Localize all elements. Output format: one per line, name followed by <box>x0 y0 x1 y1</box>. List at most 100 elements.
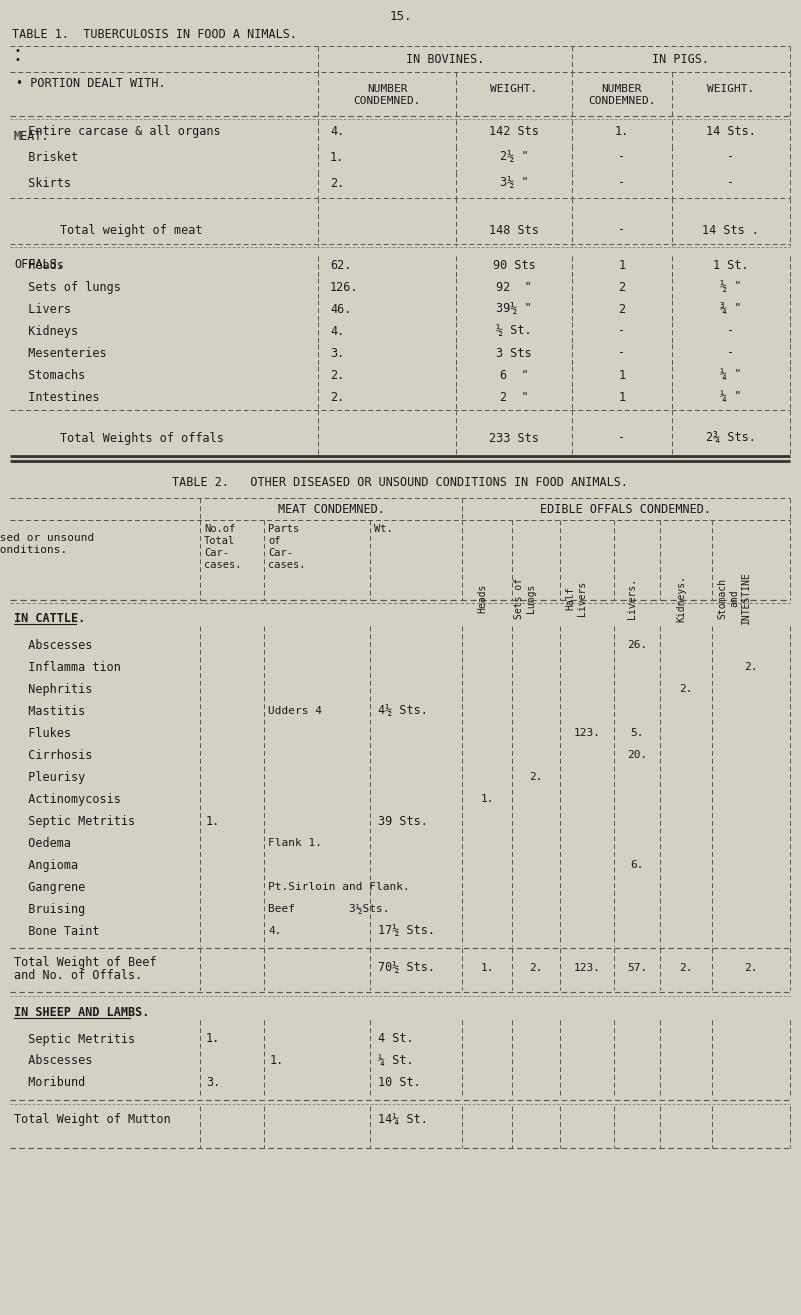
Text: 148 Sts: 148 Sts <box>489 224 539 237</box>
Text: 2.: 2. <box>330 391 344 404</box>
Text: Diseased or unsound: Diseased or unsound <box>0 533 95 543</box>
Text: Oedema: Oedema <box>14 836 71 849</box>
Text: Heads: Heads <box>477 584 487 613</box>
Text: 4 St.: 4 St. <box>378 1032 413 1045</box>
Text: 1: 1 <box>618 391 626 404</box>
Text: CONDEMNED.: CONDEMNED. <box>353 96 421 107</box>
Text: 4.: 4. <box>268 926 281 936</box>
Text: Actinomycosis: Actinomycosis <box>14 793 121 806</box>
Text: Livers: Livers <box>14 302 71 316</box>
Text: 20.: 20. <box>627 750 647 760</box>
Text: CONDEMNED.: CONDEMNED. <box>588 96 656 107</box>
Text: 26.: 26. <box>627 640 647 650</box>
Text: -: - <box>618 431 626 444</box>
Text: -: - <box>727 325 735 338</box>
Text: 2.: 2. <box>744 661 758 672</box>
Text: 2.: 2. <box>529 772 543 782</box>
Text: 2.: 2. <box>679 963 693 973</box>
Text: 1 St.: 1 St. <box>713 259 749 271</box>
Text: •: • <box>14 46 20 57</box>
Text: 123.: 123. <box>574 963 601 973</box>
Text: Abscesses: Abscesses <box>14 639 92 651</box>
Text: TABLE 1.  TUBERCULOSIS IN FOOD A NIMALS.: TABLE 1. TUBERCULOSIS IN FOOD A NIMALS. <box>12 28 297 41</box>
Text: cases.: cases. <box>268 560 305 569</box>
Text: Bone Taint: Bone Taint <box>14 924 99 938</box>
Text: Stomach
and
INTESTINE: Stomach and INTESTINE <box>718 572 751 625</box>
Text: Pleurisy: Pleurisy <box>14 771 85 784</box>
Text: 2¾ Sts.: 2¾ Sts. <box>706 431 756 444</box>
Text: MEAT CONDEMNED.: MEAT CONDEMNED. <box>278 502 384 515</box>
Text: IN PIGS.: IN PIGS. <box>653 53 710 66</box>
Text: 123.: 123. <box>574 729 601 738</box>
Text: 57.: 57. <box>627 963 647 973</box>
Text: Angioma: Angioma <box>14 859 78 872</box>
Text: Sets of
Lungs: Sets of Lungs <box>514 577 536 618</box>
Text: ¼ ": ¼ " <box>720 368 742 381</box>
Text: 2.: 2. <box>679 684 693 694</box>
Text: ½ ": ½ " <box>720 280 742 293</box>
Text: 2.: 2. <box>330 176 344 189</box>
Text: 10 St.: 10 St. <box>378 1077 421 1090</box>
Text: 2: 2 <box>618 302 626 316</box>
Text: TABLE 2.   OTHER DISEASED OR UNSOUND CONDITIONS IN FOOD ANIMALS.: TABLE 2. OTHER DISEASED OR UNSOUND CONDI… <box>172 476 629 489</box>
Text: Wt.: Wt. <box>374 523 392 534</box>
Text: ¾ ": ¾ " <box>720 302 742 316</box>
Text: 1.: 1. <box>206 1032 220 1045</box>
Text: 14¼ St.: 14¼ St. <box>378 1114 428 1127</box>
Text: 4½ Sts.: 4½ Sts. <box>378 705 428 718</box>
Text: 1.: 1. <box>270 1055 284 1068</box>
Text: -: - <box>618 346 626 359</box>
Text: 2½ ": 2½ " <box>500 150 528 163</box>
Text: -: - <box>618 325 626 338</box>
Text: Kidneys: Kidneys <box>14 325 78 338</box>
Text: IN BOVINES.: IN BOVINES. <box>406 53 484 66</box>
Text: 70½ Sts.: 70½ Sts. <box>378 961 435 974</box>
Text: Nephritis: Nephritis <box>14 682 92 696</box>
Text: 46.: 46. <box>330 302 352 316</box>
Text: Half
Livers: Half Livers <box>566 580 587 615</box>
Text: Mastitis: Mastitis <box>14 705 85 718</box>
Text: -: - <box>727 150 735 163</box>
Text: 2: 2 <box>618 280 626 293</box>
Text: Total Weights of offals: Total Weights of offals <box>60 431 223 444</box>
Text: 4.: 4. <box>330 325 344 338</box>
Text: -: - <box>618 176 626 189</box>
Text: 1.: 1. <box>481 794 493 803</box>
Text: 2  ": 2 " <box>500 391 528 404</box>
Text: Mesenteries: Mesenteries <box>14 346 107 359</box>
Text: 62.: 62. <box>330 259 352 271</box>
Text: EDIBLE OFFALS CONDEMNED.: EDIBLE OFFALS CONDEMNED. <box>541 502 711 515</box>
Text: OFFALS.: OFFALS. <box>14 258 64 271</box>
Text: Total weight of meat: Total weight of meat <box>60 224 203 237</box>
Text: Stomachs: Stomachs <box>14 368 85 381</box>
Text: Abscesses: Abscesses <box>14 1055 92 1068</box>
Text: 3.: 3. <box>330 346 344 359</box>
Text: WEIGHT.: WEIGHT. <box>707 84 755 93</box>
Text: Moribund: Moribund <box>14 1077 85 1090</box>
Text: Sets of lungs: Sets of lungs <box>14 280 121 293</box>
Text: Septic Metritis: Septic Metritis <box>14 1032 135 1045</box>
Text: 2.: 2. <box>330 368 344 381</box>
Text: Udders 4: Udders 4 <box>268 706 322 715</box>
Text: 15.: 15. <box>389 11 412 22</box>
Text: 6  ": 6 " <box>500 368 528 381</box>
Text: 142 Sts: 142 Sts <box>489 125 539 138</box>
Text: 14 Sts.: 14 Sts. <box>706 125 756 138</box>
Text: 90 Sts: 90 Sts <box>493 259 535 271</box>
Text: MEAT.: MEAT. <box>14 130 50 143</box>
Text: conditions.: conditions. <box>0 544 67 555</box>
Text: Skirts: Skirts <box>14 176 71 189</box>
Text: No.of: No.of <box>204 523 235 534</box>
Text: 233 Sts: 233 Sts <box>489 431 539 444</box>
Text: -: - <box>727 176 735 189</box>
Text: 1: 1 <box>618 368 626 381</box>
Text: ¼ St.: ¼ St. <box>378 1055 413 1068</box>
Text: 1: 1 <box>618 259 626 271</box>
Text: and No. of Offals.: and No. of Offals. <box>14 969 143 981</box>
Text: 126.: 126. <box>330 280 359 293</box>
Text: 1.: 1. <box>206 814 220 827</box>
Text: 92  ": 92 " <box>496 280 532 293</box>
Text: Gangrene: Gangrene <box>14 881 85 893</box>
Text: Heads: Heads <box>14 259 64 271</box>
Text: •: • <box>14 55 20 64</box>
